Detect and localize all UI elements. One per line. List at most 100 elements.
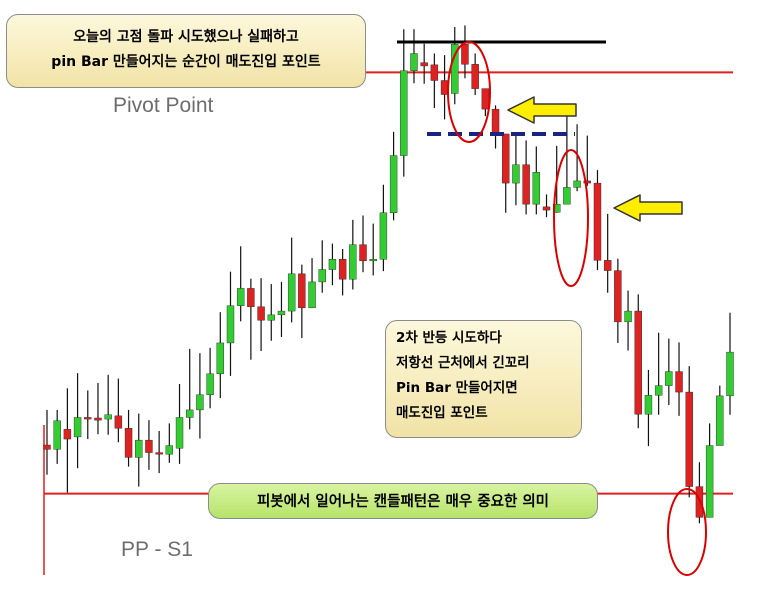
candle-58	[624, 290, 632, 351]
bullish-candle-body	[563, 187, 571, 205]
candle-17	[206, 347, 214, 409]
bullish-candle-body	[206, 373, 214, 395]
bearish-candle-body	[43, 444, 51, 450]
candle-6	[94, 382, 102, 435]
candle-25	[287, 237, 296, 323]
candle-37	[410, 29, 418, 84]
candle-16	[196, 353, 204, 439]
annotation-middle-line-4: 매도진입 포인트	[396, 405, 488, 421]
candle-64	[685, 366, 693, 498]
candle-14	[175, 383, 184, 464]
annotation-bottom: 피봇에서 일어나는 캔들패턴은 매우 중요한 의미	[208, 483, 598, 519]
candle-23	[267, 284, 275, 341]
bullish-candle-body	[186, 409, 194, 418]
bearish-candle-body	[94, 417, 102, 421]
candle-61	[654, 332, 663, 415]
bullish-candle-body	[277, 310, 286, 316]
highlight-ellipse-3	[667, 488, 707, 576]
bearish-candle-body	[471, 64, 479, 89]
bearish-candle-body	[338, 259, 347, 280]
bearish-candle-body	[583, 180, 591, 184]
bullish-candle-body	[624, 310, 632, 323]
candle-31	[349, 219, 357, 290]
candle-35	[389, 131, 398, 221]
candle-12	[155, 430, 163, 474]
bullish-candle-body	[196, 394, 204, 411]
candle-57	[614, 258, 622, 343]
candle-4	[73, 373, 82, 469]
bearish-candle-body	[84, 417, 92, 420]
bearish-candle-body	[491, 108, 500, 135]
candle-8	[114, 378, 123, 443]
candle-65	[695, 462, 704, 524]
bullish-candle-body	[716, 395, 724, 446]
candle-66	[705, 423, 714, 518]
bullish-candle-body	[135, 439, 143, 458]
bearish-candle-body	[461, 44, 469, 65]
annotation-top-line-1: 오늘의 고점 돌파 시도했으나 실패하고	[73, 29, 299, 45]
candle-10	[135, 413, 143, 487]
bullish-candle-body	[644, 395, 653, 415]
bearish-candle-body	[298, 273, 306, 309]
candle-19	[226, 271, 235, 376]
bearish-candle-body	[502, 133, 510, 184]
bullish-candle-body	[73, 417, 82, 438]
candle-30	[338, 248, 347, 296]
highlight-ellipse-2	[553, 149, 589, 287]
bullish-candle-body	[53, 420, 61, 450]
annotation-top: 오늘의 고점 돌파 시도했으나 실패하고 pin Bar 만들어지는 순간이 매…	[6, 14, 366, 88]
candle-40	[440, 55, 449, 120]
candle-53	[573, 124, 581, 192]
bullish-candle-body	[165, 445, 174, 455]
bullish-candle-body	[726, 351, 734, 397]
bearish-candle-body	[522, 164, 530, 205]
bearish-candle-body	[114, 415, 123, 429]
bullish-candle-body	[665, 371, 673, 386]
candle-3	[63, 388, 72, 493]
bearish-candle-body	[481, 88, 490, 110]
candle-43	[471, 53, 479, 96]
bearish-candle-body	[420, 62, 428, 67]
bearish-candle-body	[614, 270, 622, 323]
candle-63	[675, 342, 683, 416]
candle-45	[491, 105, 500, 149]
bearish-candle-body	[593, 182, 602, 261]
bullish-candle-body	[410, 53, 418, 71]
candle-55	[593, 170, 602, 271]
candle-47	[512, 132, 520, 206]
bearish-candle-body	[675, 371, 683, 393]
candle-34	[379, 184, 388, 272]
annotation-bottom-text: 피봇에서 일어나는 캔들패턴은 매우 중요한 의미	[256, 494, 550, 510]
candle-50	[542, 194, 551, 218]
bullish-candle-body	[216, 342, 224, 374]
candle-54	[583, 135, 591, 186]
bearish-candle-body	[247, 288, 255, 307]
bearish-candle-body	[63, 429, 72, 440]
candle-1	[43, 409, 51, 475]
arrow-pointer-1	[507, 96, 577, 124]
bearish-candle-body	[685, 391, 693, 487]
bullish-candle-body	[287, 273, 296, 312]
candle-9	[124, 409, 133, 467]
candle-27	[308, 258, 316, 309]
pp-s1-label: PP - S1	[121, 538, 193, 561]
candle-18	[216, 312, 224, 399]
bearish-candle-body	[542, 206, 551, 211]
bullish-candle-body	[236, 288, 245, 306]
bearish-candle-body	[155, 452, 163, 455]
candle-5	[84, 390, 92, 440]
highlight-ellipse-1	[447, 41, 491, 143]
annotation-middle-line-1: 2차 반등 시도하다	[396, 330, 502, 346]
bullish-candle-body	[573, 180, 581, 188]
candle-68	[726, 312, 734, 415]
annotation-middle-line-2: 저항선 근처에서 긴꼬리	[396, 355, 530, 371]
annotation-middle-line-3: Pin Bar 만들어지면	[396, 380, 518, 396]
bullish-candle-body	[512, 164, 520, 184]
bullish-candle-body	[308, 281, 316, 309]
bullish-candle-body	[389, 155, 398, 213]
candle-20	[236, 246, 245, 322]
candle-42	[461, 25, 469, 79]
candle-39	[430, 53, 439, 109]
bearish-candle-body	[257, 306, 265, 321]
candle-28	[318, 240, 326, 293]
